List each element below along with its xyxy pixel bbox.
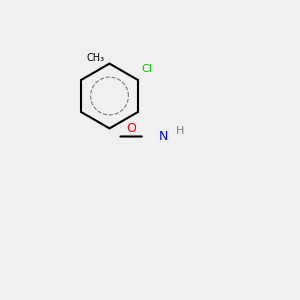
Text: O: O — [126, 122, 136, 135]
Text: Cl: Cl — [142, 64, 153, 74]
Text: N: N — [159, 130, 168, 143]
Text: CH₃: CH₃ — [87, 53, 105, 63]
Text: H: H — [176, 126, 184, 136]
